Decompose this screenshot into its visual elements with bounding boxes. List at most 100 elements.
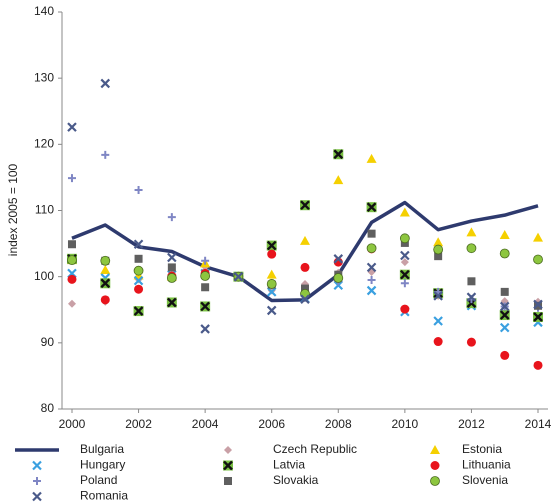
point: [266, 240, 277, 251]
legend-label: Czech Republic: [273, 442, 357, 456]
point: [133, 239, 144, 250]
point: [367, 275, 376, 284]
marker-cross: [266, 240, 277, 251]
point: [366, 262, 377, 273]
legend-swatch: [224, 477, 232, 485]
point: [433, 337, 443, 347]
point: [366, 202, 377, 213]
point: [499, 229, 510, 239]
y-tick-label: 90: [41, 335, 55, 349]
marker-cross: [223, 460, 233, 471]
point: [433, 291, 443, 301]
point: [134, 254, 143, 263]
point: [433, 237, 444, 247]
point: [400, 304, 410, 314]
point: [400, 250, 410, 261]
point: [200, 271, 211, 281]
y-tick-label: 100: [34, 269, 54, 283]
point: [300, 262, 310, 272]
legend-label: Lithuania: [462, 458, 511, 472]
point: [133, 306, 144, 317]
point: [167, 213, 176, 222]
point: [67, 122, 77, 132]
marker-cross: [499, 310, 510, 320]
point: [399, 233, 410, 244]
x-tick-label: 2004: [192, 417, 219, 431]
legend-label: Slovenia: [462, 473, 508, 487]
point: [466, 227, 477, 237]
x-tick-label: 2002: [125, 417, 152, 431]
x-tick-label: 2014: [525, 417, 551, 431]
legend-swatch: [430, 476, 440, 486]
point: [100, 78, 111, 89]
point: [67, 299, 76, 308]
point: [433, 244, 444, 255]
legend-swatch: [32, 491, 42, 502]
point: [499, 248, 510, 259]
y-axis-label: index 2005 = 100: [6, 163, 20, 256]
marker-cross: [400, 269, 410, 280]
point: [101, 150, 110, 159]
point: [533, 360, 543, 370]
point: [466, 292, 477, 302]
point: [367, 229, 376, 238]
point: [333, 273, 344, 283]
point: [266, 305, 277, 316]
legend-swatch: [32, 460, 42, 471]
point: [500, 350, 510, 360]
point: [366, 285, 377, 296]
marker-cross: [366, 202, 377, 213]
point: [333, 175, 344, 185]
legend-label: Romania: [80, 489, 128, 503]
point: [167, 252, 177, 263]
point: [267, 249, 277, 259]
point: [466, 337, 476, 347]
point: [499, 310, 510, 321]
marker-cross: [533, 312, 543, 322]
point: [499, 301, 510, 312]
point: [100, 265, 111, 275]
point: [300, 294, 310, 304]
point: [399, 269, 410, 280]
point: [366, 153, 377, 163]
marker-cross: [300, 200, 310, 211]
point: [333, 149, 344, 160]
x-tick-label: 2008: [325, 417, 352, 431]
point: [433, 316, 443, 326]
point: [100, 255, 111, 266]
point: [533, 299, 543, 310]
marker-cross: [333, 149, 344, 160]
x-tick-label: 2000: [59, 417, 86, 431]
legend-label: Estonia: [462, 442, 502, 456]
legend-swatch: [223, 460, 233, 471]
point: [533, 254, 543, 265]
point: [300, 200, 310, 211]
legend-label: Hungary: [80, 458, 125, 472]
y-tick-label: 80: [41, 401, 55, 415]
point: [499, 322, 510, 333]
point: [166, 297, 177, 308]
point: [67, 174, 76, 183]
x-tick-label: 2006: [258, 417, 285, 431]
marker-cross: [133, 306, 144, 316]
marker-cross: [100, 278, 111, 289]
point: [533, 232, 544, 242]
point: [201, 256, 210, 265]
point: [266, 269, 277, 279]
point: [133, 275, 144, 286]
y-tick-label: 130: [34, 70, 54, 84]
marker-cross: [167, 297, 177, 308]
point: [300, 235, 310, 245]
x-tick-label: 2012: [458, 417, 485, 431]
point: [400, 258, 409, 267]
legend-label: Bulgaria: [80, 442, 124, 456]
point: [399, 207, 410, 217]
point: [200, 301, 211, 312]
legend-swatch: [430, 461, 440, 470]
point: [266, 287, 277, 297]
point: [134, 185, 143, 194]
point: [67, 255, 77, 266]
y-tick-label: 110: [35, 203, 54, 217]
point: [467, 277, 476, 286]
